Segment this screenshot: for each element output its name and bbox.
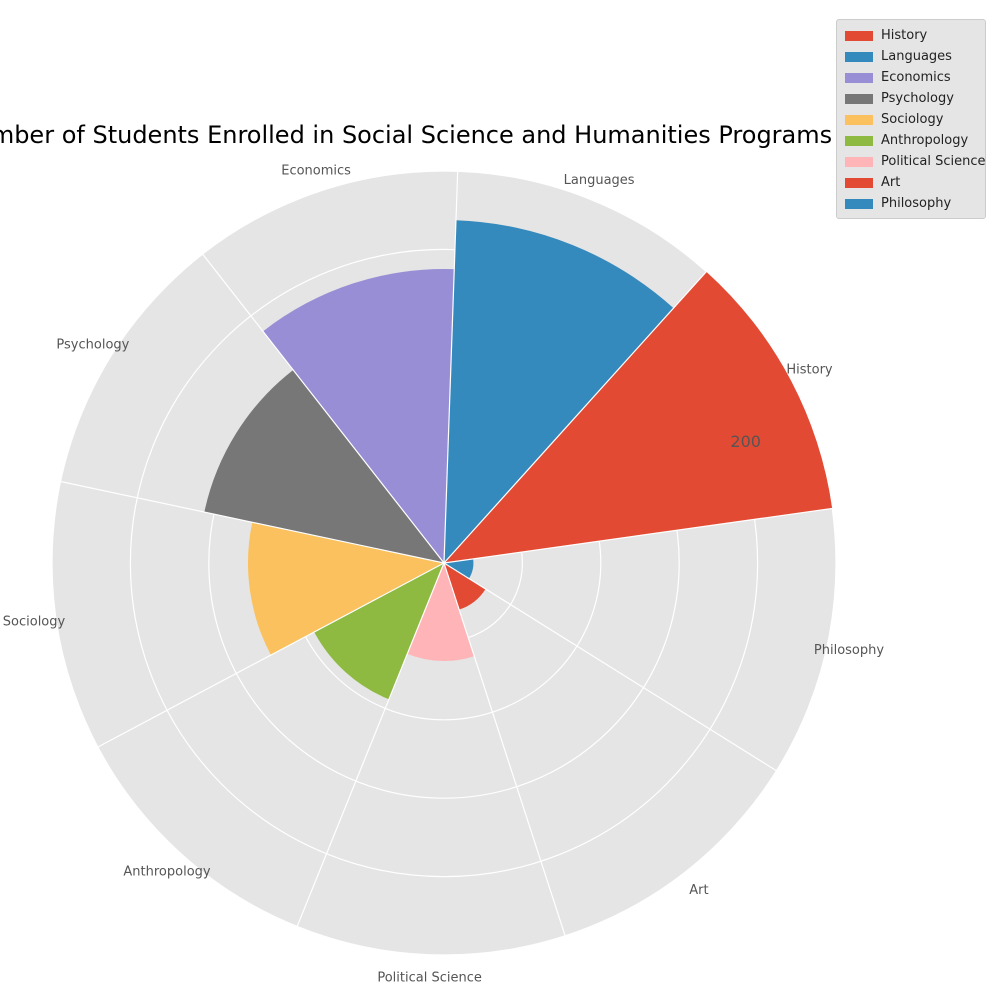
legend-item: Political Science <box>837 151 986 172</box>
plot-area: History Languages Economics Psychology Socio… <box>3 163 885 985</box>
grid-ring <box>129 248 759 878</box>
bar-anthropology <box>314 563 444 700</box>
category-label: Economics <box>281 163 351 178</box>
bar-philosophy <box>444 558 474 579</box>
legend-label: Psychology <box>881 91 954 106</box>
legend-swatch <box>845 135 873 146</box>
bar-political-science <box>407 563 475 661</box>
grid-spoke <box>202 253 445 564</box>
legend-label: Languages <box>881 49 952 64</box>
legend-item: Philosophy <box>837 193 985 214</box>
bar-psychology <box>204 369 444 563</box>
grid-spoke <box>97 562 445 748</box>
legend-label: Political Science <box>881 154 986 169</box>
grid-spoke <box>296 562 445 927</box>
grid-spoke <box>443 562 566 936</box>
category-label: Art <box>689 883 708 898</box>
legend-item: Psychology <box>837 88 985 109</box>
grid-spoke <box>443 171 459 564</box>
category-label: Psychology <box>56 338 129 353</box>
legend-swatch <box>845 114 873 125</box>
bar-languages <box>444 220 674 563</box>
radial-tick-label: 200 <box>730 432 761 451</box>
grid-spoke <box>60 480 445 564</box>
category-label: Anthropology <box>123 865 211 880</box>
bar-economics <box>263 269 455 563</box>
grid-spoke <box>443 271 707 564</box>
legend-label: Art <box>881 175 901 190</box>
category-label: Languages <box>564 173 635 188</box>
legend-label: Anthropology <box>881 133 969 148</box>
chart-title: Number of Students Enrolled in Social Sc… <box>0 121 930 149</box>
legend-swatch <box>845 177 873 188</box>
legend-label: History <box>881 28 928 43</box>
legend-swatch <box>845 198 873 209</box>
legend-label: Sociology <box>881 112 944 127</box>
legend-item: Economics <box>837 67 985 88</box>
legend-label: Economics <box>881 70 951 85</box>
legend-swatch <box>845 72 873 83</box>
legend-swatch <box>845 30 873 41</box>
category-label: Philosophy <box>814 643 884 658</box>
category-label: Sociology <box>3 615 66 630</box>
grid-ring <box>51 170 837 956</box>
legend: History Languages Economics Psychology Socio… <box>836 19 986 219</box>
legend-label: Philosophy <box>881 196 952 211</box>
category-label: History <box>786 363 833 378</box>
legend-item: Sociology <box>837 109 985 130</box>
bar-history <box>444 271 833 563</box>
legend-swatch <box>845 51 873 62</box>
bar-art <box>444 563 486 610</box>
grid-spoke <box>443 507 833 564</box>
bar-sociology <box>247 522 444 656</box>
legend-item: History <box>837 25 985 46</box>
legend-item: Anthropology <box>837 130 985 151</box>
grid-spoke <box>443 562 777 772</box>
category-label: Political Science <box>377 971 482 986</box>
legend-item: Languages <box>837 46 985 67</box>
legend-swatch <box>845 93 873 104</box>
legend-swatch <box>845 156 873 167</box>
legend-item: Art <box>837 172 985 193</box>
